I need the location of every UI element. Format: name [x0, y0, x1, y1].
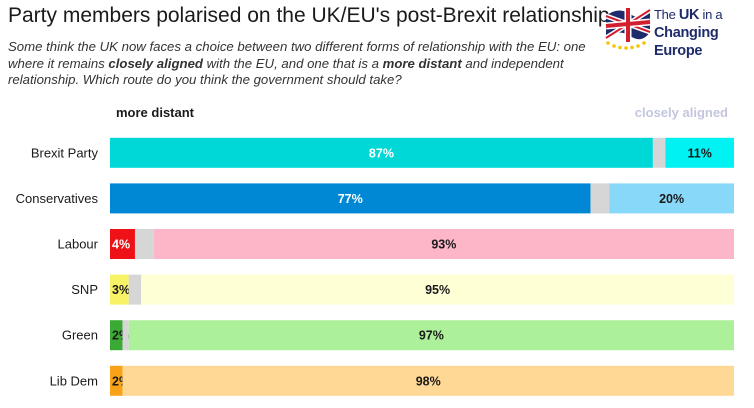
union-flag-icon	[604, 7, 652, 42]
logo-line1-prefix: The	[654, 7, 679, 22]
logo-wordmark: The UK in a Changing Europe	[654, 6, 754, 60]
data-label: 95%	[425, 283, 450, 297]
bar-segment	[141, 274, 734, 305]
bar-segment	[609, 183, 734, 214]
bar-segment	[665, 137, 734, 168]
bar-segment	[110, 365, 123, 396]
category-label: Brexit Party	[31, 145, 99, 160]
uk-in-changing-europe-logo	[604, 7, 652, 50]
bar-segment	[110, 183, 591, 214]
data-label: 97%	[419, 329, 444, 343]
bar-segment	[110, 137, 653, 168]
data-label: 3%	[112, 283, 130, 297]
subtitle-part: and independent relationship. Which rout…	[8, 55, 564, 88]
subtitle-part: closely aligned	[108, 55, 203, 71]
bar-segment	[590, 183, 610, 214]
chart-title: Party members polarised on the UK/EU's p…	[8, 4, 610, 27]
bar-segment	[128, 320, 735, 351]
data-label: 11%	[688, 146, 712, 160]
eu-stars-icon	[606, 41, 646, 50]
bar-segment	[122, 365, 735, 396]
data-label: 87%	[369, 146, 394, 160]
subtitle-part: with the EU, and one that is a	[202, 55, 383, 71]
category-label: Lib Dem	[50, 373, 98, 388]
bar-segment	[110, 229, 135, 259]
bar-segment	[110, 274, 129, 305]
logo-line2: Changing Europe	[654, 25, 719, 59]
closely-aligned-label: closely aligned	[634, 105, 728, 120]
logo-line1-bold: UK	[678, 7, 700, 23]
data-label: 20%	[659, 192, 684, 206]
bar-segment	[153, 229, 734, 259]
category-label: Labour	[58, 237, 99, 252]
subtitle-part: Some think the UK now faces a choice bet…	[8, 39, 586, 71]
data-label: 98%	[416, 374, 441, 388]
bar-segment	[652, 137, 666, 168]
category-label: Conservatives	[16, 191, 99, 206]
bar-segment	[110, 320, 123, 351]
data-label: 77%	[338, 192, 363, 206]
bar-segment	[134, 229, 154, 259]
logo-line1-suffix: in a	[699, 7, 723, 22]
category-label: Green	[62, 328, 98, 343]
bar-segment	[122, 320, 129, 351]
data-label: 4%	[112, 238, 130, 252]
subtitle-part: more distant	[382, 55, 462, 71]
bar-segment	[128, 274, 142, 305]
data-label: 93%	[431, 238, 456, 252]
chart-subtitle: Some think the UK now faces a choice bet…	[8, 39, 598, 89]
more-distant-label: more distant	[116, 105, 195, 120]
category-label: SNP	[71, 282, 98, 297]
